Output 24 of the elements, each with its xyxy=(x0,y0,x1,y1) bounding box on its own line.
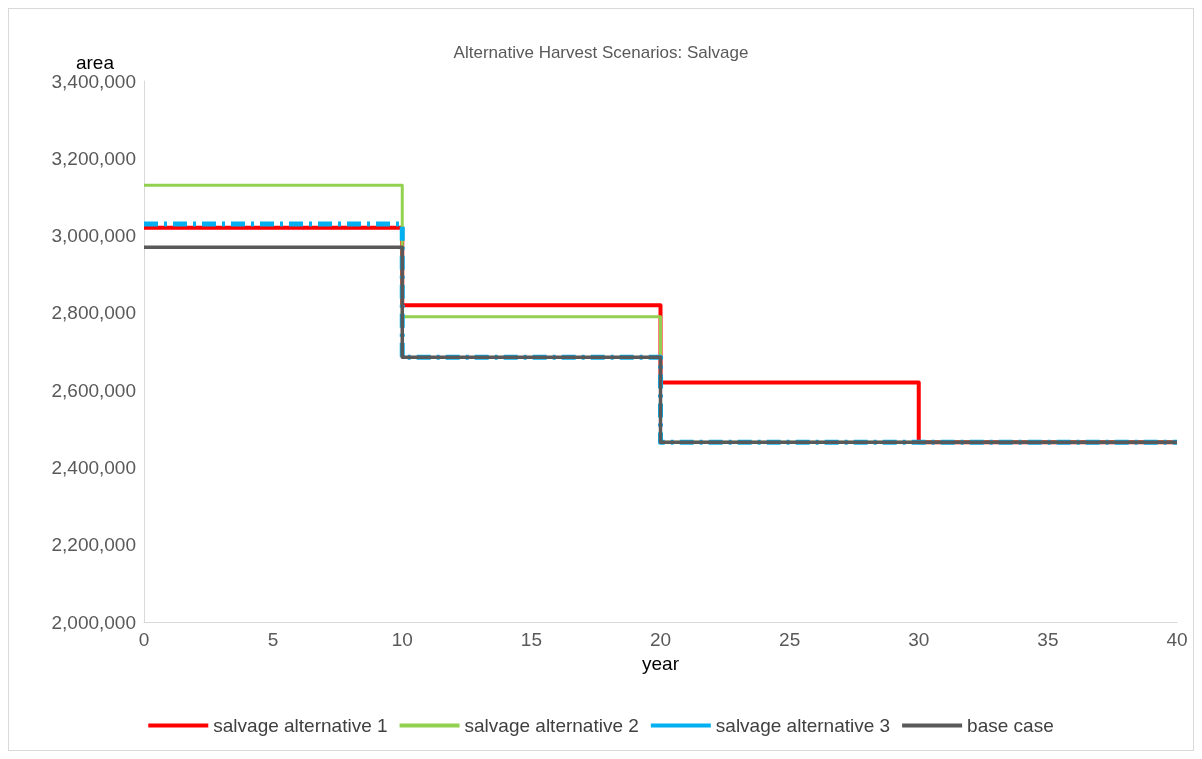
legend-label: salvage alternative 3 xyxy=(715,715,891,736)
legend-label: salvage alternative 2 xyxy=(464,715,639,736)
x-tick-label: 15 xyxy=(520,629,542,650)
x-tick-label: 20 xyxy=(649,629,672,650)
chart-title: Alternative Harvest Scenarios: Salvage xyxy=(453,43,749,62)
y-tick-label: 2,600,000 xyxy=(51,379,136,401)
y-tick-label: 3,200,000 xyxy=(51,147,136,169)
y-tick-label: 3,000,000 xyxy=(51,225,136,247)
y-tick-label: 2,200,000 xyxy=(51,534,136,556)
legend-label: salvage alternative 1 xyxy=(213,715,388,736)
x-tick-label: 10 xyxy=(391,629,413,650)
y-tick-label: 3,400,000 xyxy=(51,70,136,92)
y-tick-label: 2,800,000 xyxy=(51,302,136,324)
y-tick-label: 2,400,000 xyxy=(51,456,136,478)
x-axis-title: year xyxy=(642,652,680,674)
x-tick-label: 30 xyxy=(908,629,930,650)
x-tick-label: 35 xyxy=(1037,629,1059,650)
x-tick-label: 5 xyxy=(267,629,279,650)
y-tick-label: 2,000,000 xyxy=(51,611,136,633)
legend-label: base case xyxy=(967,715,1054,736)
x-tick-label: 0 xyxy=(138,629,150,650)
x-tick-label: 25 xyxy=(779,629,801,650)
y-axis-title: area xyxy=(75,51,115,73)
x-tick-label: 40 xyxy=(1166,629,1188,650)
